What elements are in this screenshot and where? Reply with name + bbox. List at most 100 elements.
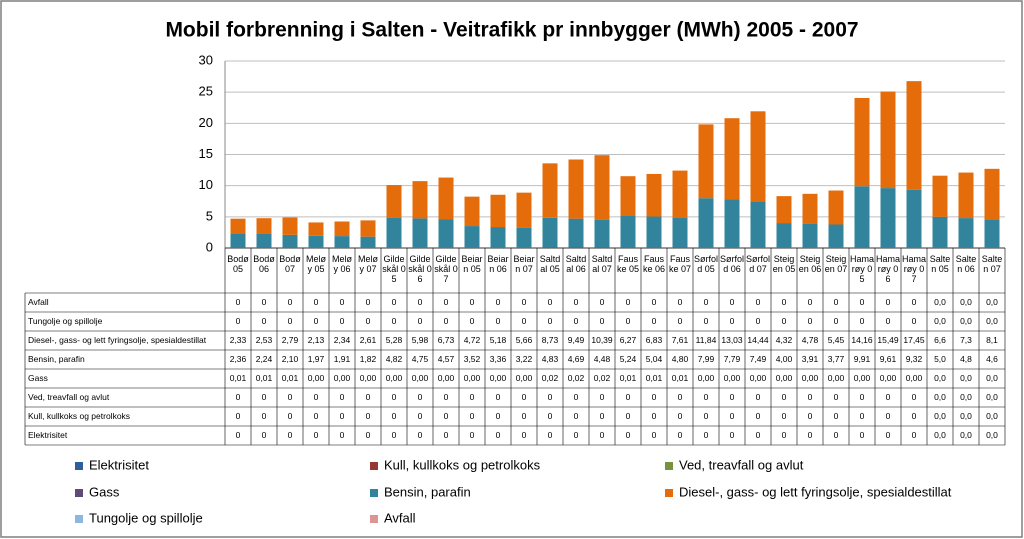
table-cell: 0 [496, 430, 501, 440]
table-cell: 0 [678, 297, 683, 307]
x-tick-label-box: Fauske 07 [669, 254, 691, 274]
x-tick-label: Gildeskål 07 [434, 254, 458, 284]
table-cell: 0,0 [986, 392, 998, 402]
bar-segment [854, 186, 870, 248]
bar-segment [880, 188, 896, 248]
x-tick-label: Sørfold 05 [694, 254, 718, 274]
bar-segment [698, 198, 714, 248]
table-cell: 9,61 [880, 354, 897, 364]
table-cell: 0 [626, 297, 631, 307]
table-cell: 0 [340, 316, 345, 326]
table-cell: 1,97 [308, 354, 325, 364]
x-tick-label-box: Gildeskål 05 [382, 254, 406, 284]
bar-segment [672, 218, 688, 248]
table-cell: 0 [366, 297, 371, 307]
table-cell: 0,01 [646, 373, 663, 383]
x-tick-label: Sørfold 06 [720, 254, 744, 274]
table-cell: 0 [808, 316, 813, 326]
table-cell: 6,6 [934, 335, 946, 345]
x-tick-label: Gildeskål 05 [382, 254, 406, 284]
table-cell: 0 [834, 430, 839, 440]
x-tick-label: Bodø 07 [279, 254, 301, 274]
bar-segment [958, 218, 974, 248]
bar-segment [308, 222, 324, 236]
table-cell: 15,49 [877, 335, 899, 345]
table-cell: 0 [652, 297, 657, 307]
table-cell: 0 [782, 430, 787, 440]
bar-segment [256, 233, 272, 248]
table-row-label: Gass [28, 373, 48, 383]
x-tick-label-box: Saltdal 06 [566, 254, 587, 274]
table-cell: 0 [626, 411, 631, 421]
table-cell: 0 [756, 430, 761, 440]
x-tick-label-box: Gildeskål 06 [408, 254, 432, 284]
table-cell: 4,00 [776, 354, 793, 364]
bar-segment [932, 216, 948, 248]
table-cell: 0 [392, 297, 397, 307]
bar-segment [438, 177, 454, 220]
table-cell: 0 [730, 297, 735, 307]
table-cell: 0 [626, 316, 631, 326]
table-cell: 0 [756, 392, 761, 402]
table-cell: 0,00 [438, 373, 455, 383]
x-tick-label-box: Meløy 06 [332, 254, 352, 274]
table-cell: 4,78 [802, 335, 819, 345]
table-cell: 2,34 [334, 335, 351, 345]
legend-label: Gass [89, 484, 120, 499]
x-tick-label-box: Salten 07 [982, 254, 1003, 274]
table-cell: 0 [730, 316, 735, 326]
table-cell: 0 [704, 392, 709, 402]
table-cell: 5,98 [412, 335, 429, 345]
table-cell: 0 [808, 430, 813, 440]
table-cell: 0 [288, 392, 293, 402]
legend-label: Bensin, parafin [384, 484, 471, 499]
table-cell: 0 [392, 411, 397, 421]
bar-segment [750, 111, 766, 202]
table-cell: 0 [470, 411, 475, 421]
table-row-label: Kull, kullkoks og petrolkoks [28, 411, 130, 421]
table-cell: 0 [314, 411, 319, 421]
table-cell: 3,91 [802, 354, 819, 364]
x-tick-label-box: Sørfold 06 [720, 254, 744, 274]
table-cell: 0,00 [360, 373, 377, 383]
table-cell: 3,52 [464, 354, 481, 364]
table-cell: 0 [834, 316, 839, 326]
bar-segment [646, 173, 662, 217]
table-cell: 4,6 [986, 354, 998, 364]
bar-segment [490, 227, 506, 248]
table-cell: 0 [808, 297, 813, 307]
x-tick-label: Sørfold 07 [746, 254, 770, 274]
table-cell: 0 [340, 430, 345, 440]
legend-label: Ved, treavfall og avlut [679, 457, 804, 472]
table-cell: 0 [418, 297, 423, 307]
table-cell: 0 [886, 392, 891, 402]
table-cell: 0 [288, 430, 293, 440]
table-cell: 14,44 [747, 335, 769, 345]
x-tick-label: Steigen 06 [798, 254, 822, 274]
table-cell: 0,0 [960, 430, 972, 440]
table-cell: 0,0 [986, 316, 998, 326]
table-cell: 9,91 [854, 354, 871, 364]
bar-segment [828, 190, 844, 225]
legend-swatch [370, 515, 378, 523]
legend-swatch [75, 489, 83, 497]
legend-swatch [665, 462, 673, 470]
x-tick-label: Saltdal 07 [591, 254, 613, 274]
table-cell: 0 [340, 411, 345, 421]
table-cell: 0,00 [776, 373, 793, 383]
table-cell: 0 [886, 297, 891, 307]
bar-segment [412, 218, 428, 248]
table-cell: 0 [548, 392, 553, 402]
table-cell: 5,45 [828, 335, 845, 345]
table-cell: 0 [782, 316, 787, 326]
table-cell: 0,00 [802, 373, 819, 383]
x-tick-label-box: Fauske 06 [643, 254, 665, 274]
table-cell: 9,32 [906, 354, 923, 364]
bar-segment [542, 217, 558, 248]
x-tick-label-box: Saltdal 07 [591, 254, 613, 274]
x-tick-label: Hamarøy 05 [850, 254, 874, 284]
bar-segment [282, 217, 298, 235]
table-cell: 0 [678, 316, 683, 326]
table-cell: 0 [652, 411, 657, 421]
